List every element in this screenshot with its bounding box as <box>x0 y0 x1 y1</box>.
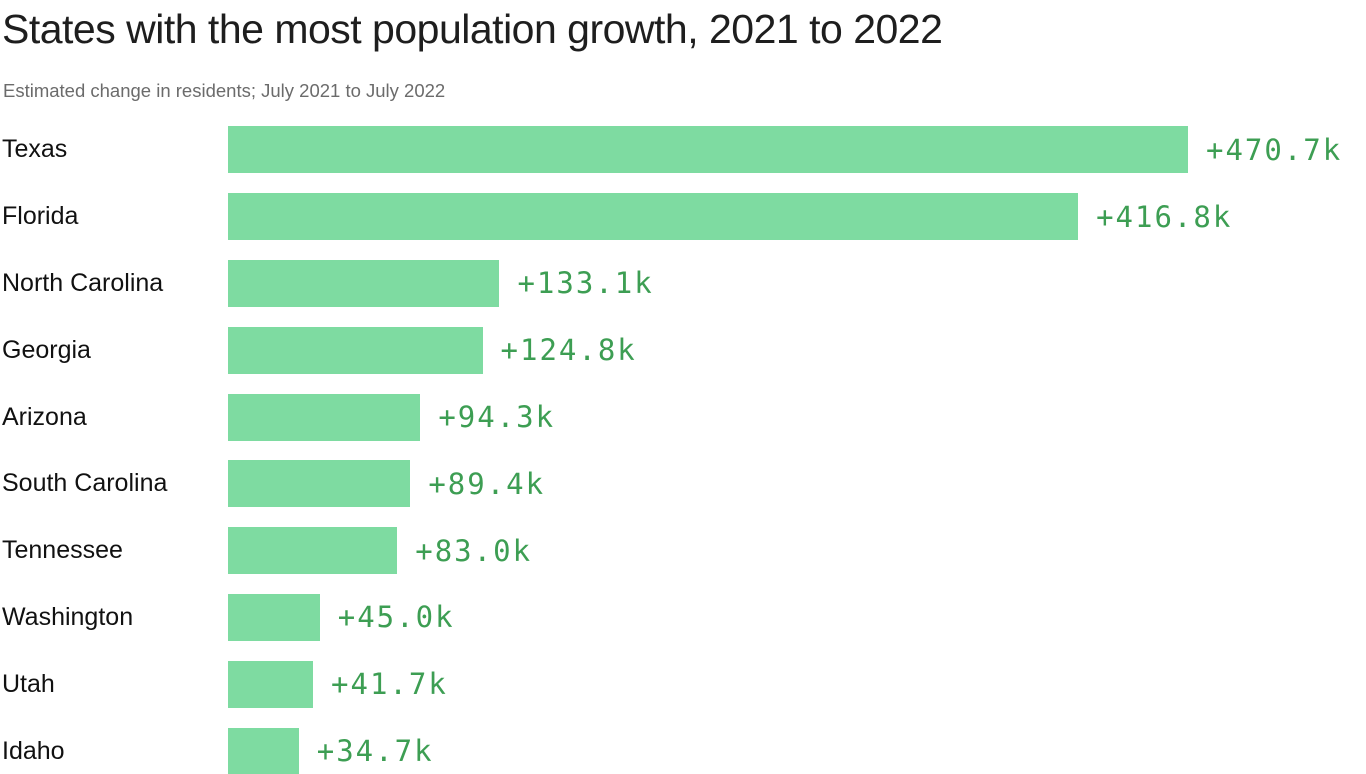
bar-tennessee <box>228 527 398 575</box>
chart-row-washington: Washington +45.0k <box>0 584 1366 651</box>
value-label: +45.0k <box>337 600 455 635</box>
bar-south-carolina <box>228 460 411 508</box>
bar-idaho <box>228 727 299 774</box>
category-label: Georgia <box>2 335 91 364</box>
chart-row-arizona: Arizona +94.3k <box>0 384 1366 451</box>
chart-title: States with the most population growth, … <box>2 6 943 52</box>
chart-row-idaho: Idaho +34.7k <box>0 718 1366 774</box>
category-label: Idaho <box>2 736 65 765</box>
chart-row-tennessee: Tennessee +83.0k <box>0 517 1366 584</box>
bar-rows: Texas +470.7k Florida +416.8k North Carolina… <box>0 116 1366 774</box>
category-label: Arizona <box>2 402 87 431</box>
bar-florida <box>228 193 1079 241</box>
bar-arizona <box>228 393 421 441</box>
category-label: North Carolina <box>2 268 164 297</box>
value-label: +133.1k <box>517 266 654 301</box>
bar-washington <box>228 593 320 641</box>
value-label: +34.7k <box>316 734 434 768</box>
value-label: +94.3k <box>438 400 556 435</box>
bar-utah <box>228 660 314 708</box>
value-label: +416.8k <box>1096 199 1233 234</box>
value-label: +124.8k <box>500 333 637 368</box>
value-label: +89.4k <box>428 466 546 501</box>
chart-row-south-carolina: South Carolina +89.4k <box>0 450 1366 517</box>
category-label: Texas <box>2 135 68 164</box>
chart-row-utah: Utah +41.7k <box>0 651 1366 718</box>
bar-north-carolina <box>228 259 500 307</box>
category-label: South Carolina <box>2 469 168 498</box>
bar-texas <box>228 126 1188 174</box>
chart-row-texas: Texas +470.7k <box>0 116 1366 183</box>
category-label: Florida <box>2 202 79 231</box>
chart-row-georgia: Georgia +124.8k <box>0 317 1366 384</box>
value-label: +470.7k <box>1206 132 1343 167</box>
chart-row-north-carolina: North Carolina +133.1k <box>0 250 1366 317</box>
category-label: Utah <box>2 669 55 698</box>
bar-georgia <box>228 326 483 374</box>
chart-subtitle: Estimated change in residents; July 2021… <box>3 80 446 102</box>
chart-row-florida: Florida +416.8k <box>0 183 1366 250</box>
value-label: +41.7k <box>331 667 448 702</box>
category-label: Tennessee <box>2 536 123 565</box>
category-label: Washington <box>2 602 134 631</box>
value-label: +83.0k <box>415 533 533 568</box>
